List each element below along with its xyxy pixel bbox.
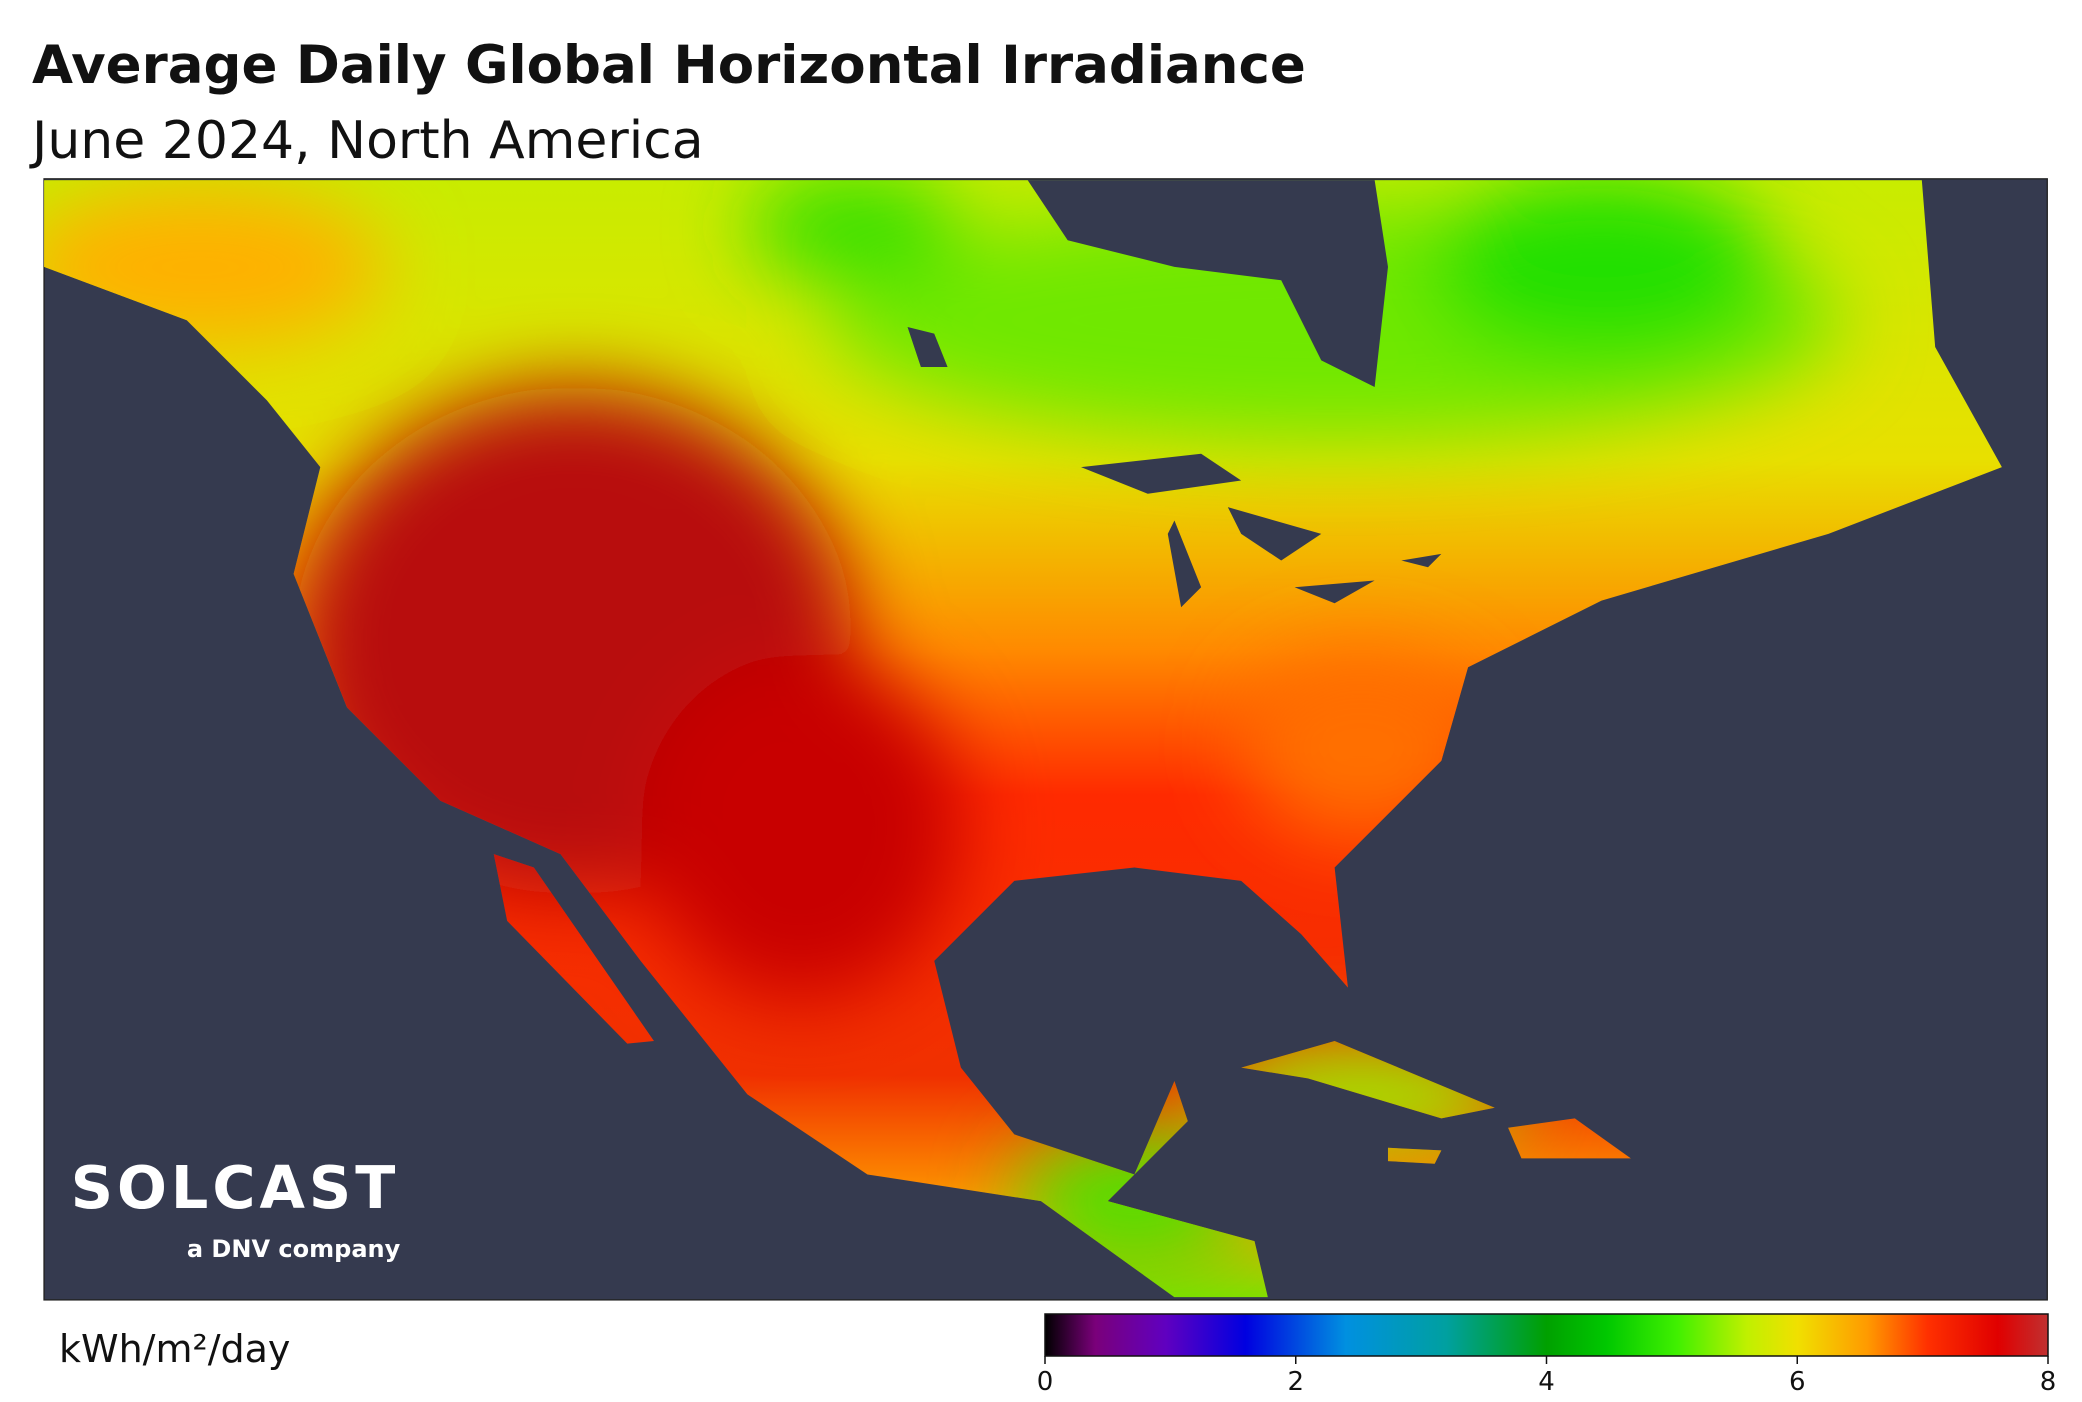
colorbar-tick-label: 2 bbox=[1287, 1367, 1304, 1397]
colorbar-tick-label: 8 bbox=[2040, 1367, 2057, 1397]
logo-tagline: a DNV company bbox=[187, 1235, 401, 1263]
colorbar bbox=[1044, 1313, 2049, 1357]
hudson-bay bbox=[1027, 180, 1388, 388]
colorbar-tick-label: 6 bbox=[1789, 1367, 1806, 1397]
colorbar-label: kWh/m²/day bbox=[59, 1327, 290, 1371]
logo-name: SOLCAST bbox=[71, 1153, 400, 1222]
colorbar-ticks: 0 2 4 6 8 bbox=[1037, 1356, 2057, 1397]
map: SOLCAST a DNV company bbox=[43, 178, 2048, 1301]
lake bbox=[907, 326, 948, 368]
subtitle: June 2024, North America bbox=[29, 111, 704, 171]
colorbar-tick-label: 0 bbox=[1037, 1367, 1054, 1397]
title: Average Daily Global Horizontal Irradian… bbox=[32, 35, 1306, 96]
colorbar-tick-label: 4 bbox=[1538, 1367, 1555, 1397]
great-lakes bbox=[1081, 453, 1442, 608]
